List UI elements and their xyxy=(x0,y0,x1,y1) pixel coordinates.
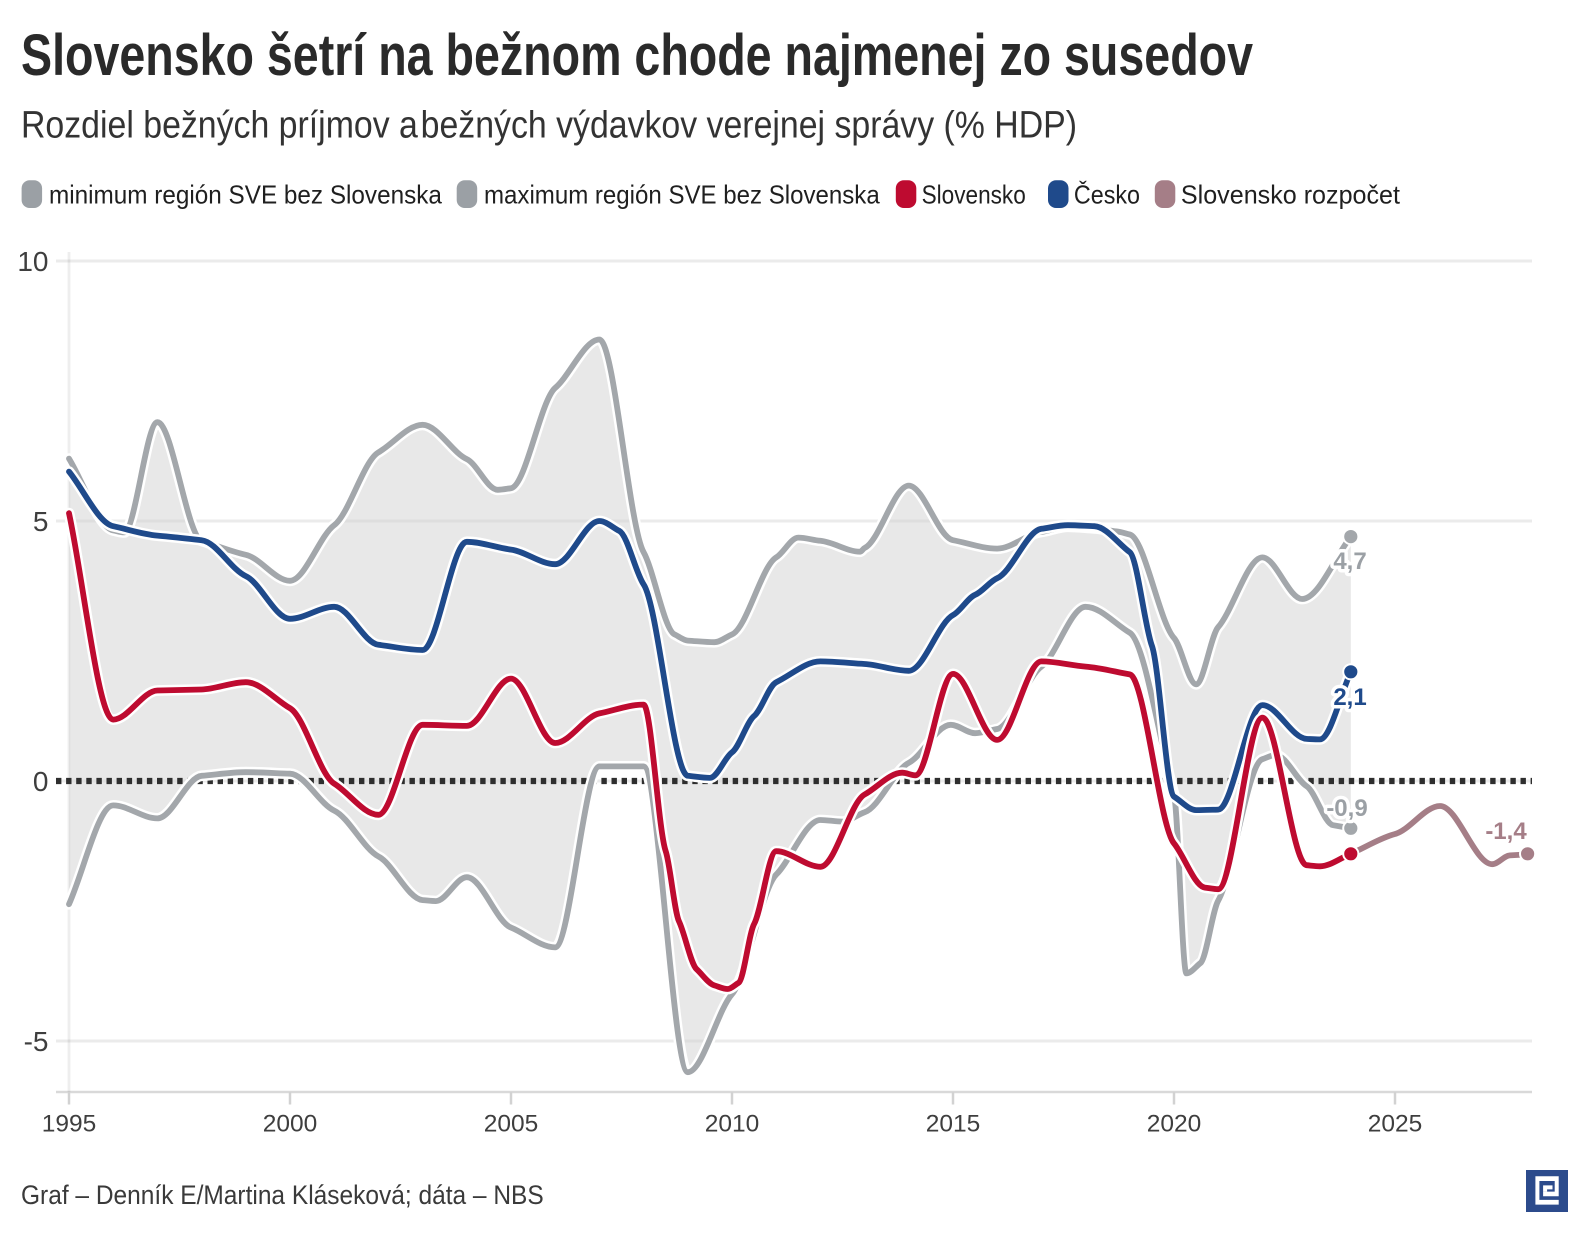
svg-text:4,7: 4,7 xyxy=(1333,548,1366,575)
svg-text:1995: 1995 xyxy=(42,1111,97,1138)
svg-text:Graf – Denník E/Martina Klásek: Graf – Denník E/Martina Kláseková; dáta … xyxy=(21,1180,544,1210)
svg-text:Rozdiel bežných príjmov a bežn: Rozdiel bežných príjmov a bežných výdavk… xyxy=(21,105,1077,147)
svg-text:2005: 2005 xyxy=(484,1111,539,1138)
svg-text:Česko: Česko xyxy=(1074,180,1140,210)
svg-text:-5: -5 xyxy=(24,1026,49,1057)
svg-text:2000: 2000 xyxy=(263,1111,318,1138)
svg-text:2020: 2020 xyxy=(1147,1111,1202,1138)
svg-text:2,1: 2,1 xyxy=(1333,684,1366,711)
svg-text:Slovensko rozpočet: Slovensko rozpočet xyxy=(1181,180,1401,210)
svg-text:0: 0 xyxy=(33,766,49,797)
svg-text:10: 10 xyxy=(17,246,48,277)
svg-text:Slovensko: Slovensko xyxy=(922,180,1026,210)
svg-text:Slovensko šetrí na bežnom chod: Slovensko šetrí na bežnom chode najmenej… xyxy=(21,23,1253,88)
svg-text:2015: 2015 xyxy=(926,1111,981,1138)
svg-text:2010: 2010 xyxy=(705,1111,760,1138)
svg-text:maximum región SVE bez Slovens: maximum región SVE bez Slovenska xyxy=(484,180,880,210)
svg-text:-1,4: -1,4 xyxy=(1485,818,1527,845)
svg-text:minimum región SVE bez Slovens: minimum región SVE bez Slovenska xyxy=(49,180,442,210)
svg-text:-0,9: -0,9 xyxy=(1326,795,1367,822)
svg-text:2025: 2025 xyxy=(1368,1111,1423,1138)
svg-text:5: 5 xyxy=(33,506,49,537)
